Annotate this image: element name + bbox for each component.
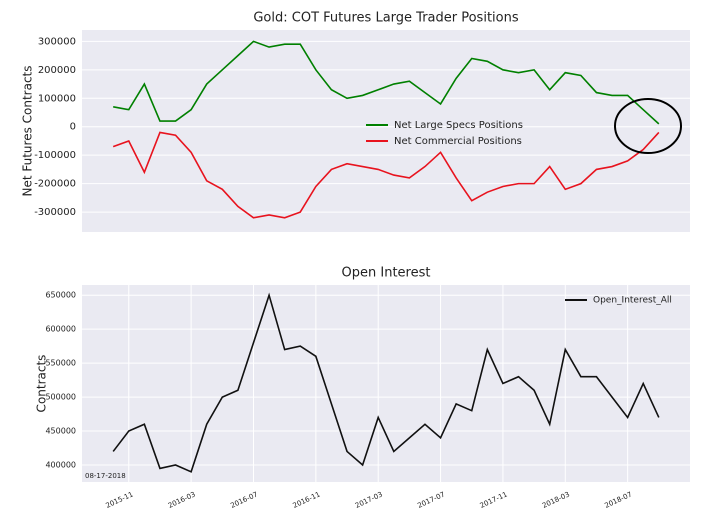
- y-tick-label: 100000: [38, 93, 76, 104]
- y-tick-label: 650000: [45, 291, 76, 300]
- data-line: [113, 40, 660, 125]
- y-tick-label: 600000: [45, 325, 76, 334]
- x-tick-label: 2017-07: [416, 490, 446, 510]
- y-tick-label: 550000: [45, 359, 76, 368]
- chart-title: Open Interest: [342, 266, 431, 281]
- legend-label: Net Commercial Positions: [394, 136, 522, 147]
- chart-title: Gold: COT Futures Large Trader Positions: [253, 11, 518, 26]
- y-tick-label: -200000: [34, 179, 76, 190]
- plot-area: [82, 30, 690, 232]
- x-tick-label: 2016-03: [167, 490, 197, 510]
- x-tick-label: 2018-03: [541, 490, 571, 510]
- x-tick-label: 2017-11: [479, 490, 509, 510]
- y-tick-label: 0: [70, 122, 76, 133]
- x-tick-label: 2015-11: [105, 490, 135, 510]
- x-tick-label: 2018-07: [603, 490, 633, 510]
- y-tick-label: 200000: [38, 65, 76, 76]
- legend-label: Net Large Specs Positions: [394, 120, 523, 131]
- y-axis-label: Contracts: [35, 355, 49, 413]
- annotation: 08-17-2018: [85, 472, 126, 480]
- legend-label: Open_Interest_All: [593, 296, 672, 306]
- y-tick-label: 400000: [45, 461, 76, 470]
- x-tick-label: 2016-07: [229, 490, 259, 510]
- x-tick-label: 2016-11: [292, 490, 322, 510]
- data-line: [112, 131, 660, 219]
- data-line: [112, 292, 660, 473]
- y-tick-label: 450000: [45, 427, 76, 436]
- highlight-circle: [614, 98, 682, 154]
- y-tick-label: -100000: [34, 150, 76, 161]
- plot-area: [82, 285, 690, 482]
- y-axis-label: Net Futures Contracts: [21, 65, 35, 196]
- y-tick-label: 300000: [38, 36, 76, 47]
- y-tick-label: 500000: [45, 393, 76, 402]
- x-tick-label: 2017-03: [354, 490, 384, 510]
- y-tick-label: -300000: [34, 207, 76, 218]
